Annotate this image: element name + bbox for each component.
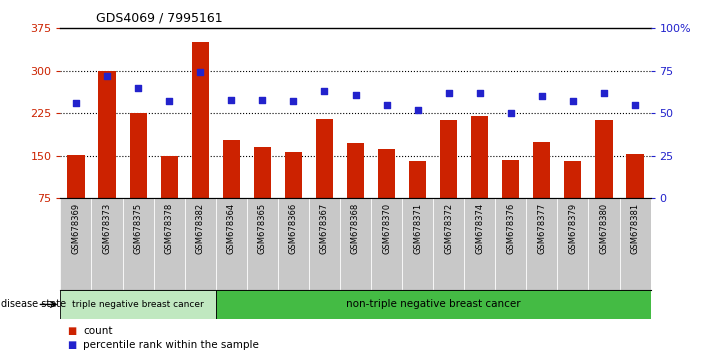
Point	[474, 90, 486, 96]
Text: GSM678365: GSM678365	[258, 203, 267, 254]
Bar	[471, 115, 488, 198]
Point	[598, 90, 609, 96]
Point	[70, 100, 82, 106]
Text: GSM678368: GSM678368	[351, 203, 360, 254]
Text: GSM678377: GSM678377	[538, 203, 546, 254]
Text: triple negative breast cancer: triple negative breast cancer	[73, 300, 204, 309]
Point	[102, 73, 113, 79]
Point	[257, 97, 268, 103]
Text: disease state: disease state	[1, 299, 67, 309]
Text: GSM678369: GSM678369	[72, 203, 80, 254]
Text: GSM678373: GSM678373	[102, 203, 112, 254]
Text: GSM678375: GSM678375	[134, 203, 143, 254]
Point	[195, 70, 206, 75]
Point	[132, 85, 144, 91]
Point	[629, 102, 641, 108]
Text: GSM678364: GSM678364	[227, 203, 236, 254]
Text: GSM678381: GSM678381	[631, 203, 639, 254]
Text: non-triple negative breast cancer: non-triple negative breast cancer	[346, 299, 520, 309]
Point	[225, 97, 237, 103]
Bar	[254, 147, 271, 198]
Text: GSM678374: GSM678374	[475, 203, 484, 254]
Bar	[378, 149, 395, 198]
Bar	[99, 71, 116, 198]
Bar	[285, 152, 302, 198]
Text: GSM678376: GSM678376	[506, 203, 515, 254]
Point	[288, 98, 299, 104]
Point	[567, 98, 579, 104]
Text: GSM678366: GSM678366	[289, 203, 298, 254]
Bar	[502, 160, 519, 198]
Text: ■: ■	[68, 340, 77, 350]
Point	[443, 90, 454, 96]
Text: count: count	[83, 326, 112, 336]
Text: GSM678371: GSM678371	[413, 203, 422, 254]
Point	[505, 110, 516, 116]
Bar	[192, 42, 209, 198]
Point	[536, 93, 547, 99]
Text: GSM678379: GSM678379	[568, 203, 577, 254]
Text: GSM678382: GSM678382	[196, 203, 205, 254]
Bar	[316, 119, 333, 198]
Point	[381, 102, 392, 108]
Point	[412, 107, 423, 113]
Point	[350, 92, 361, 97]
Text: GDS4069 / 7995161: GDS4069 / 7995161	[96, 12, 223, 25]
Point	[319, 88, 330, 94]
Bar	[161, 156, 178, 198]
Text: GSM678372: GSM678372	[444, 203, 453, 254]
Bar	[565, 161, 582, 198]
Text: GSM678380: GSM678380	[599, 203, 609, 254]
Bar	[533, 142, 550, 198]
Bar	[595, 120, 612, 198]
Bar	[60, 290, 215, 319]
Text: GSM678370: GSM678370	[382, 203, 391, 254]
Bar	[223, 140, 240, 198]
Text: GSM678378: GSM678378	[165, 203, 173, 254]
Point	[164, 98, 175, 104]
Text: GSM678367: GSM678367	[320, 203, 329, 254]
Bar	[215, 290, 651, 319]
Bar	[68, 155, 85, 198]
Text: percentile rank within the sample: percentile rank within the sample	[83, 340, 259, 350]
Bar	[347, 143, 364, 198]
Bar	[409, 161, 426, 198]
Bar	[626, 154, 643, 198]
Text: ■: ■	[68, 326, 77, 336]
Bar	[440, 120, 457, 198]
Bar	[129, 113, 146, 198]
